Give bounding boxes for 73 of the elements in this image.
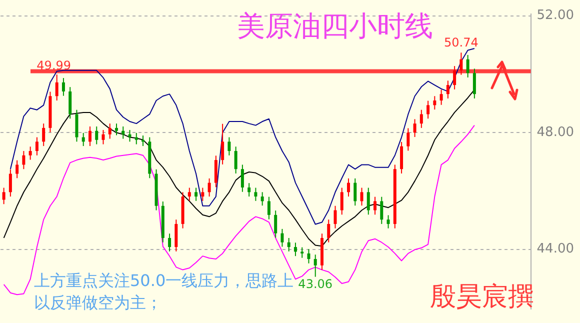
candlestick xyxy=(75,109,78,142)
candlestick xyxy=(334,205,337,229)
candlestick xyxy=(115,123,118,136)
candlestick xyxy=(234,146,238,174)
candlestick xyxy=(274,210,278,238)
candlestick xyxy=(82,132,85,147)
y-tick-label: 44.00 xyxy=(536,242,574,257)
candlestick xyxy=(267,196,270,220)
candlestick xyxy=(128,129,132,142)
candlestick xyxy=(314,254,317,278)
candlestick xyxy=(374,196,377,216)
y-tick-label: 48.00 xyxy=(536,124,574,140)
candlestick xyxy=(88,126,92,147)
candlestick xyxy=(406,128,410,152)
candlestick xyxy=(413,118,416,138)
candlestick xyxy=(254,187,258,202)
candlestick xyxy=(307,248,310,264)
candlestick xyxy=(208,178,211,198)
candlestick xyxy=(453,66,456,90)
candlestick xyxy=(122,126,125,140)
candlestick xyxy=(400,141,404,174)
candlestick xyxy=(22,150,26,170)
candlestick xyxy=(280,228,284,248)
candlestick xyxy=(466,54,470,78)
candlestick xyxy=(340,187,344,216)
candlestick xyxy=(472,68,476,99)
candlestick xyxy=(214,155,218,188)
candlestick xyxy=(446,80,450,99)
candlestick xyxy=(248,182,251,198)
annotation: 43.06 xyxy=(298,276,333,291)
annotation: 上方重点关注50.0一线压力，思路上以反弹做空为主； xyxy=(34,271,294,312)
candlestick xyxy=(300,246,304,258)
candlestick xyxy=(327,219,330,243)
candlestick xyxy=(16,160,19,179)
candlestick xyxy=(95,126,98,145)
annotation: 50.74 xyxy=(444,36,478,50)
candlestick xyxy=(174,219,178,252)
candlestick xyxy=(354,178,357,206)
candlestick xyxy=(201,187,204,202)
candlestick xyxy=(260,192,264,206)
candlestick xyxy=(347,178,350,198)
candlestick xyxy=(221,123,224,165)
candlestick xyxy=(62,78,65,96)
candlestick xyxy=(134,132,138,145)
candlestick xyxy=(360,187,364,206)
candlestick xyxy=(35,136,38,156)
candlestick xyxy=(194,187,198,202)
candlestick xyxy=(386,214,390,229)
candlestick xyxy=(68,86,72,120)
candlestick xyxy=(426,100,430,120)
candlestick xyxy=(2,187,6,205)
candlestick xyxy=(168,233,172,252)
candlestick xyxy=(366,187,370,216)
candlestick xyxy=(28,146,32,160)
candlestick xyxy=(42,123,46,147)
candlestick xyxy=(287,237,290,252)
annotation: 49.99 xyxy=(36,58,72,73)
candlestick xyxy=(294,242,297,257)
candlestick xyxy=(460,52,463,76)
candlestick xyxy=(55,74,58,101)
candlestick xyxy=(240,164,244,192)
candlestick xyxy=(420,109,423,128)
candlestick xyxy=(188,187,191,202)
y-tick-label: 52.00 xyxy=(536,8,574,24)
candlestick xyxy=(8,168,12,198)
candlestick xyxy=(108,123,112,140)
annotation: 殷昊宸撰 xyxy=(430,282,534,311)
candlestick xyxy=(433,96,436,110)
candlestick xyxy=(228,136,231,156)
candlestick xyxy=(440,89,443,106)
candlestick xyxy=(102,129,105,145)
candlestick xyxy=(380,196,384,224)
chart-title: 美原油四小时线 xyxy=(237,11,433,42)
